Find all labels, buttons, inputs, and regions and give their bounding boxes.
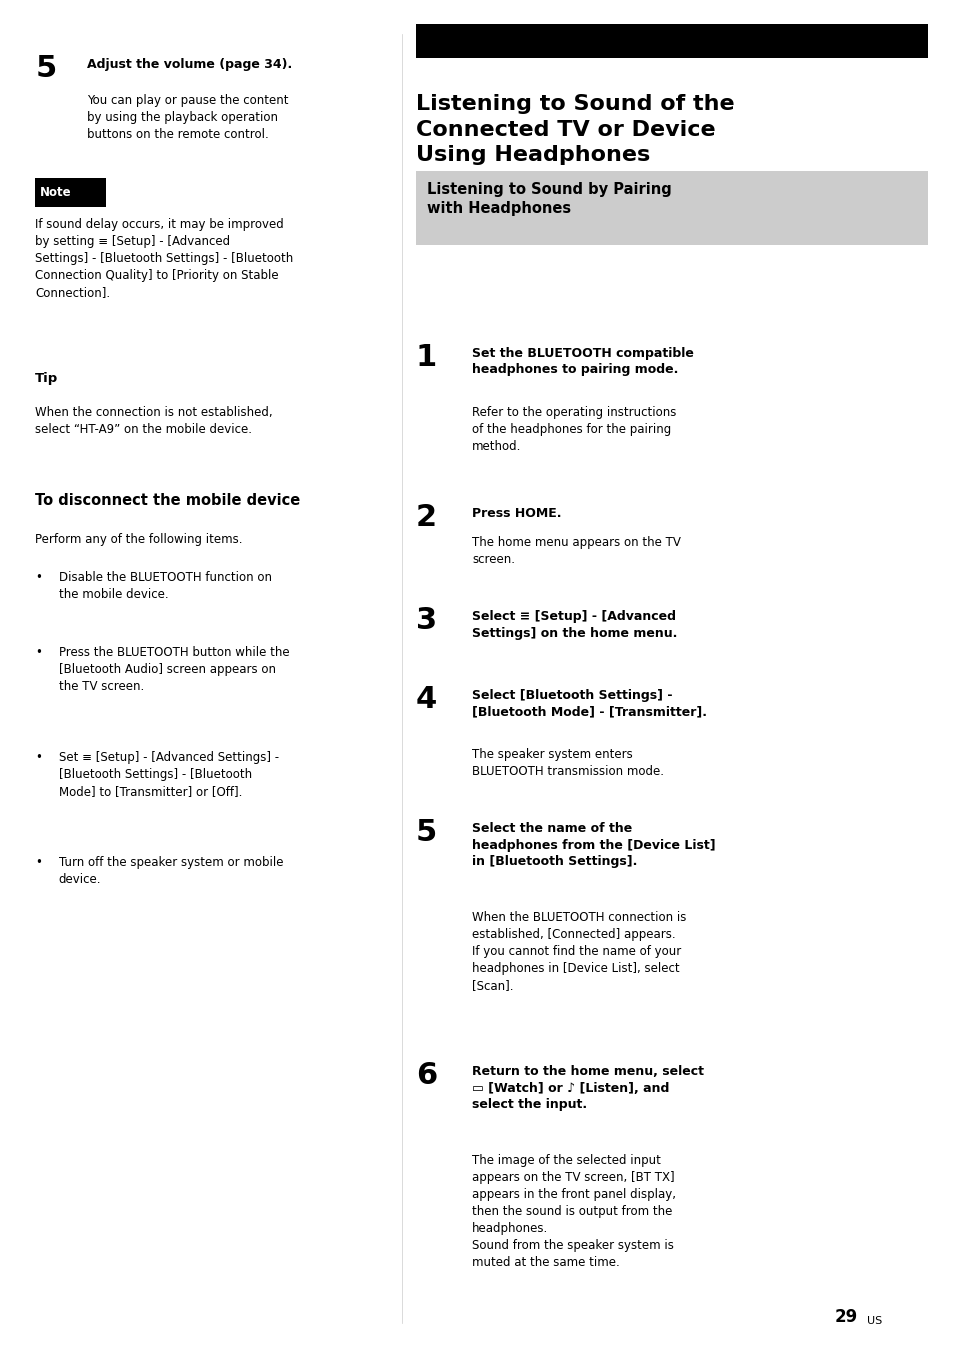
Text: •: • — [35, 856, 42, 868]
Text: 5: 5 — [416, 818, 436, 847]
Text: 29: 29 — [833, 1308, 857, 1326]
Text: Adjust the volume (page 34).: Adjust the volume (page 34). — [87, 58, 292, 71]
Text: Select ≡ [Setup] - [Advanced
Settings] on the home menu.: Select ≡ [Setup] - [Advanced Settings] o… — [472, 611, 677, 639]
Text: US: US — [866, 1316, 882, 1326]
Text: •: • — [35, 646, 42, 660]
Text: Refer to the operating instructions
of the headphones for the pairing
method.: Refer to the operating instructions of t… — [472, 406, 676, 453]
Text: Press HOME.: Press HOME. — [472, 506, 561, 520]
Text: 6: 6 — [416, 1061, 436, 1090]
Text: Turn off the speaker system or mobile
device.: Turn off the speaker system or mobile de… — [58, 856, 283, 886]
Text: Select [Bluetooth Settings] -
[Bluetooth Mode] - [Transmitter].: Select [Bluetooth Settings] - [Bluetooth… — [472, 689, 706, 719]
Text: When the BLUETOOTH connection is
established, [Connected] appears.
If you cannot: When the BLUETOOTH connection is establi… — [472, 911, 686, 992]
Text: 1: 1 — [416, 343, 436, 372]
Text: Perform any of the following items.: Perform any of the following items. — [35, 533, 242, 547]
Text: Note: Note — [40, 186, 71, 198]
FancyBboxPatch shape — [416, 24, 927, 58]
Text: When the connection is not established,
select “HT-A9” on the mobile device.: When the connection is not established, … — [35, 406, 273, 436]
Text: Select the name of the
headphones from the [Device List]
in [Bluetooth Settings]: Select the name of the headphones from t… — [472, 822, 715, 868]
Text: 3: 3 — [416, 607, 436, 635]
Text: •: • — [35, 571, 42, 584]
Text: Tip: Tip — [35, 372, 58, 385]
Text: Listening to Sound of the
Connected TV or Device
Using Headphones: Listening to Sound of the Connected TV o… — [416, 94, 734, 166]
Text: •: • — [35, 750, 42, 764]
Text: The speaker system enters
BLUETOOTH transmission mode.: The speaker system enters BLUETOOTH tran… — [472, 748, 663, 779]
FancyBboxPatch shape — [35, 178, 106, 208]
Text: Disable the BLUETOOTH function on
the mobile device.: Disable the BLUETOOTH function on the mo… — [58, 571, 272, 601]
Text: 4: 4 — [416, 685, 436, 714]
Text: Listening to Sound by Pairing
with Headphones: Listening to Sound by Pairing with Headp… — [427, 182, 671, 216]
Text: The home menu appears on the TV
screen.: The home menu appears on the TV screen. — [472, 536, 680, 566]
Text: If sound delay occurs, it may be improved
by setting ≡ [Setup] - [Advanced
Setti: If sound delay occurs, it may be improve… — [35, 218, 294, 299]
Text: To disconnect the mobile device: To disconnect the mobile device — [35, 493, 300, 508]
Text: Set the BLUETOOTH compatible
headphones to pairing mode.: Set the BLUETOOTH compatible headphones … — [472, 347, 694, 376]
FancyBboxPatch shape — [416, 171, 927, 244]
Text: 2: 2 — [416, 502, 436, 532]
Text: 5: 5 — [35, 54, 56, 83]
Text: Return to the home menu, select
▭ [Watch] or ♪ [Listen], and
select the input.: Return to the home menu, select ▭ [Watch… — [472, 1065, 703, 1111]
Text: Set ≡ [Setup] - [Advanced Settings] -
[Bluetooth Settings] - [Bluetooth
Mode] to: Set ≡ [Setup] - [Advanced Settings] - [B… — [58, 750, 278, 798]
Text: The image of the selected input
appears on the TV screen, [BT TX]
appears in the: The image of the selected input appears … — [472, 1153, 676, 1269]
Text: You can play or pause the content
by using the playback operation
buttons on the: You can play or pause the content by usi… — [87, 94, 288, 141]
Text: Press the BLUETOOTH button while the
[Bluetooth Audio] screen appears on
the TV : Press the BLUETOOTH button while the [Bl… — [58, 646, 289, 693]
